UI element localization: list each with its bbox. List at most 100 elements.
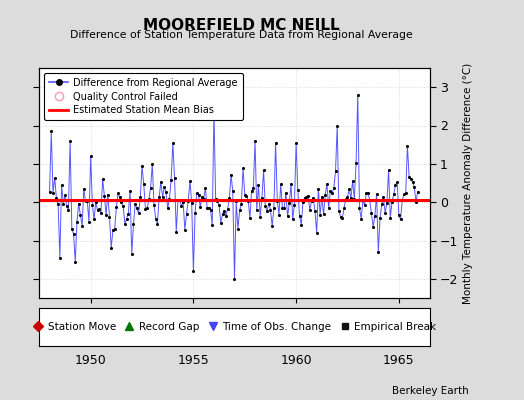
Point xyxy=(59,200,68,207)
Point xyxy=(395,212,403,219)
Point xyxy=(97,209,105,216)
Point xyxy=(237,201,246,207)
Point xyxy=(263,208,271,214)
Text: MOOREFIELD MC NEILL: MOOREFIELD MC NEILL xyxy=(143,18,340,33)
Point xyxy=(162,189,170,196)
Point xyxy=(81,198,90,204)
Point xyxy=(396,216,405,222)
Point xyxy=(336,214,345,220)
Point xyxy=(74,200,83,207)
Point xyxy=(66,138,74,144)
Point xyxy=(345,186,353,192)
Point xyxy=(167,176,176,183)
Point xyxy=(308,198,316,204)
Point xyxy=(138,162,146,169)
Point xyxy=(314,185,323,192)
Point xyxy=(253,207,261,214)
Point xyxy=(300,195,309,201)
Point xyxy=(378,201,386,208)
Point xyxy=(47,128,56,134)
Point xyxy=(57,182,66,188)
Point xyxy=(131,201,139,208)
Point xyxy=(133,205,141,211)
Point xyxy=(369,224,377,230)
Point xyxy=(223,205,232,212)
Point xyxy=(285,200,293,206)
Text: 1955: 1955 xyxy=(178,354,209,367)
Point xyxy=(176,197,184,203)
Point xyxy=(316,212,324,218)
Point xyxy=(278,204,287,211)
Point xyxy=(385,166,393,173)
Point xyxy=(348,178,357,184)
Point xyxy=(85,218,93,225)
Point xyxy=(389,191,398,198)
Point xyxy=(271,140,280,146)
Point xyxy=(249,185,257,192)
Point xyxy=(69,231,78,237)
Point xyxy=(104,191,112,198)
Point xyxy=(204,205,213,212)
Point xyxy=(100,192,108,199)
Point xyxy=(215,202,223,208)
Point xyxy=(160,184,169,190)
Point xyxy=(172,228,180,235)
Point xyxy=(362,190,370,196)
Point xyxy=(93,207,102,214)
Point xyxy=(111,226,119,232)
Point xyxy=(208,222,216,228)
Point xyxy=(398,197,407,203)
Point xyxy=(407,176,415,182)
Point xyxy=(374,249,383,255)
Point xyxy=(379,194,388,201)
Point xyxy=(123,216,131,222)
Point xyxy=(184,197,192,204)
Point xyxy=(206,206,215,213)
Point xyxy=(251,138,259,144)
Point xyxy=(90,216,99,222)
Point xyxy=(343,194,352,201)
Point xyxy=(135,210,143,217)
Point xyxy=(200,196,208,202)
Point xyxy=(136,194,145,200)
Point xyxy=(299,198,307,205)
Point xyxy=(129,221,138,228)
Point xyxy=(143,205,151,212)
Point xyxy=(235,207,244,214)
Point xyxy=(139,181,148,188)
Point xyxy=(201,184,210,191)
Point xyxy=(293,187,302,194)
Point xyxy=(342,196,350,202)
Point xyxy=(400,191,408,198)
Point xyxy=(186,178,194,184)
Point xyxy=(114,190,122,197)
Point xyxy=(309,194,318,201)
Point xyxy=(277,181,285,188)
Point xyxy=(256,213,265,220)
Point xyxy=(290,202,299,208)
Y-axis label: Monthly Temperature Anomaly Difference (°C): Monthly Temperature Anomaly Difference (… xyxy=(463,62,473,304)
Point xyxy=(86,153,95,159)
Point xyxy=(270,205,278,212)
Point xyxy=(381,210,389,216)
Point xyxy=(324,205,333,211)
Point xyxy=(78,223,86,229)
Point xyxy=(261,203,269,210)
Point xyxy=(412,199,420,205)
Point xyxy=(335,208,343,214)
Point xyxy=(83,198,91,204)
Point xyxy=(359,197,367,204)
Point xyxy=(124,210,133,217)
Point xyxy=(287,181,295,188)
Text: 1950: 1950 xyxy=(75,354,106,367)
Point xyxy=(350,196,358,203)
Point xyxy=(273,197,281,204)
Point xyxy=(280,205,288,212)
Point xyxy=(220,207,228,214)
Point xyxy=(401,190,410,196)
Point xyxy=(246,215,254,221)
Point xyxy=(242,192,250,199)
Point xyxy=(126,188,134,194)
Point xyxy=(367,210,376,217)
Point xyxy=(259,167,268,174)
